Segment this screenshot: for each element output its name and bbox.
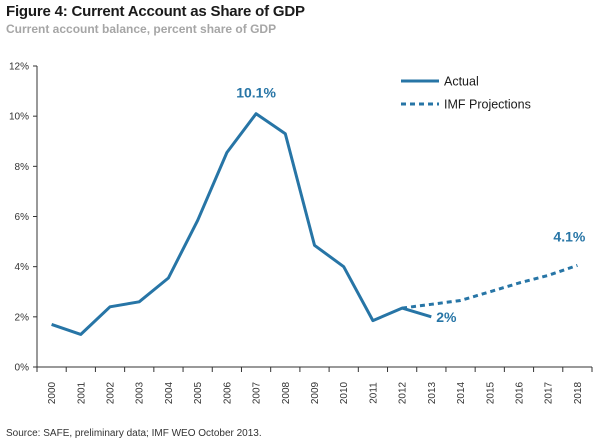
x-tick-label: 2012	[398, 381, 409, 404]
y-tick-label: 4%	[15, 262, 30, 273]
x-tick-label: 2016	[514, 381, 525, 404]
x-tick-label: 2005	[193, 381, 204, 404]
x-tick-label: 2015	[485, 381, 496, 404]
x-tick-label: 2018	[573, 381, 584, 404]
y-tick-label: 12%	[9, 62, 29, 73]
series-line-projections	[401, 263, 578, 310]
series-line-actual	[51, 112, 432, 336]
y-tick-label: 6%	[15, 212, 30, 223]
x-tick-label: 2001	[76, 381, 87, 404]
source-note: Source: SAFE, preliminary data; IMF WEO …	[6, 428, 262, 439]
y-tick-label: 2%	[15, 312, 30, 323]
x-tick-label: 2011	[368, 382, 379, 404]
x-tick-label: 2013	[427, 381, 438, 404]
x-tick-label: 2000	[47, 381, 58, 404]
data-label: 4.1%	[553, 228, 585, 244]
y-tick-label: 10%	[9, 112, 29, 123]
y-tick-label: 8%	[15, 162, 30, 173]
x-tick-label: 2007	[252, 381, 263, 404]
x-tick-label: 2008	[281, 381, 292, 404]
x-tick-label: 2014	[456, 381, 467, 404]
legend-label: Actual	[444, 75, 479, 89]
x-tick-label: 2003	[135, 381, 146, 404]
data-label: 10.1%	[236, 85, 276, 101]
x-tick-label: 2009	[310, 381, 321, 404]
x-tick-label: 2010	[339, 381, 350, 404]
chart-subtitle: Current account balance, percent share o…	[6, 22, 277, 36]
x-tick-label: 2004	[164, 381, 175, 404]
x-tick-label: 2006	[222, 381, 233, 404]
x-tick-label: 2002	[106, 381, 117, 404]
data-label: 2%	[436, 309, 457, 325]
chart-title: Figure 4: Current Account as Share of GD…	[6, 3, 305, 20]
legend-label: IMF Projections	[444, 98, 531, 112]
x-tick-label: 2017	[544, 381, 555, 404]
y-tick-label: 0%	[15, 363, 30, 374]
